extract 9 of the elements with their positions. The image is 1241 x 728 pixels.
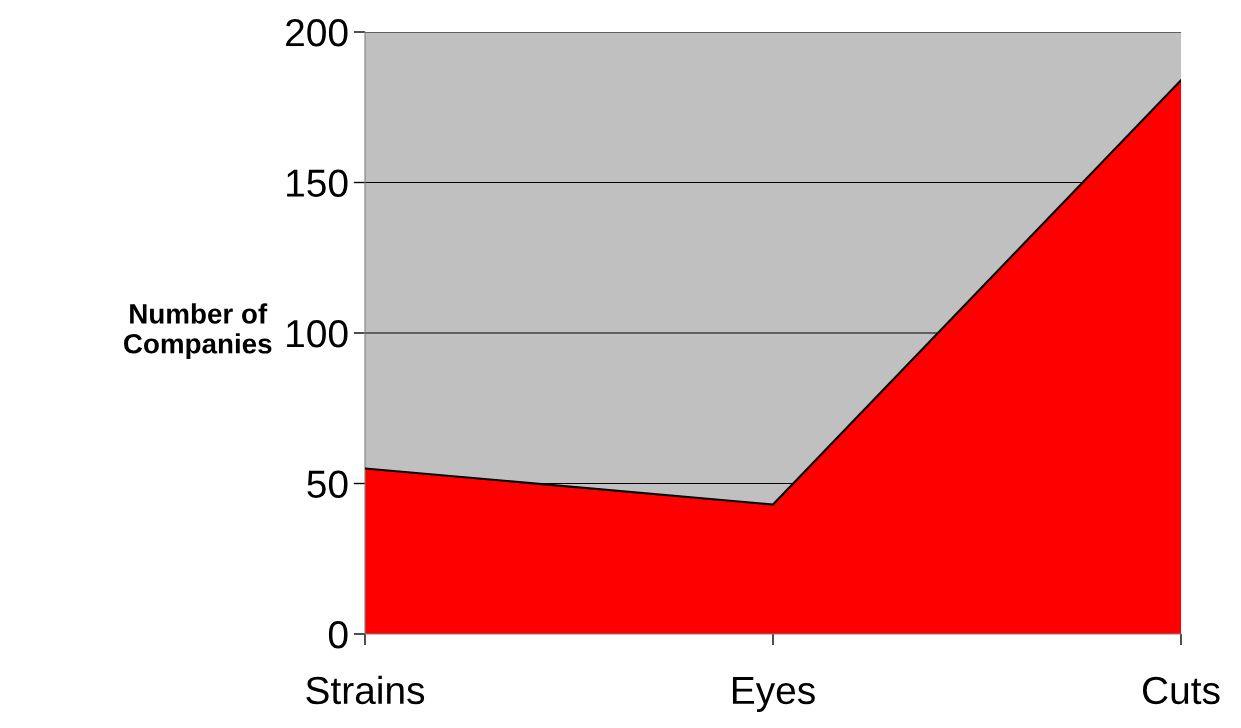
- x-tick-label: Eyes: [732, 677, 815, 712]
- x-tick-label: Cuts: [1143, 676, 1220, 705]
- y-tick-label: 200: [286, 18, 348, 47]
- y-tick-label: 0: [328, 620, 348, 649]
- x-tick-label: Strains: [306, 675, 425, 705]
- y-axis-title: Number of Companies: [124, 303, 272, 360]
- y-tick-label: 150: [287, 169, 348, 197]
- y-tick-label: 50: [307, 470, 348, 498]
- y-tick-label: 100: [287, 319, 348, 348]
